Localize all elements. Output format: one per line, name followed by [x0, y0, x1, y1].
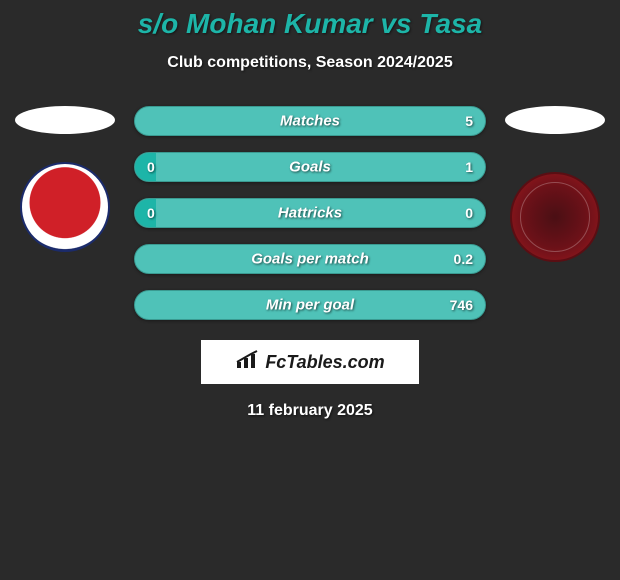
stat-left-value: 0: [147, 159, 155, 175]
right-player-col: [500, 106, 610, 262]
right-club-badge: [510, 172, 600, 262]
stat-label: Min per goal: [266, 297, 354, 314]
brand-text: FcTables.com: [265, 352, 384, 373]
left-player-disc: [15, 106, 115, 134]
brand-box[interactable]: FcTables.com: [201, 340, 419, 384]
stat-right-value: 0.2: [454, 251, 473, 267]
stat-bar-hattricks: 0 Hattricks 0: [134, 198, 486, 228]
chart-icon: [235, 350, 261, 375]
stat-bar-mpg: Min per goal 746: [134, 290, 486, 320]
left-club-badge: [20, 162, 110, 252]
right-player-disc: [505, 106, 605, 134]
stat-right-value: 746: [450, 297, 473, 313]
stats-column: Matches 5 0 Goals 1 0 Hattricks 0 Goals …: [120, 106, 500, 336]
page-title: s/o Mohan Kumar vs Tasa: [0, 0, 620, 40]
left-player-col: [10, 106, 120, 252]
subtitle: Club competitions, Season 2024/2025: [0, 54, 620, 72]
date-line: 11 february 2025: [0, 402, 620, 420]
stat-label: Goals per match: [251, 251, 369, 268]
stat-right-value: 0: [465, 205, 473, 221]
stat-left-value: 0: [147, 205, 155, 221]
stat-bar-matches: Matches 5: [134, 106, 486, 136]
stat-label: Matches: [280, 113, 340, 130]
stat-right-value: 1: [465, 159, 473, 175]
stat-bar-gpm: Goals per match 0.2: [134, 244, 486, 274]
stat-bar-goals: 0 Goals 1: [134, 152, 486, 182]
comparison-row: Matches 5 0 Goals 1 0 Hattricks 0 Goals …: [0, 106, 620, 336]
stat-right-value: 5: [465, 113, 473, 129]
stat-label: Goals: [289, 159, 331, 176]
stat-label: Hattricks: [278, 205, 342, 222]
